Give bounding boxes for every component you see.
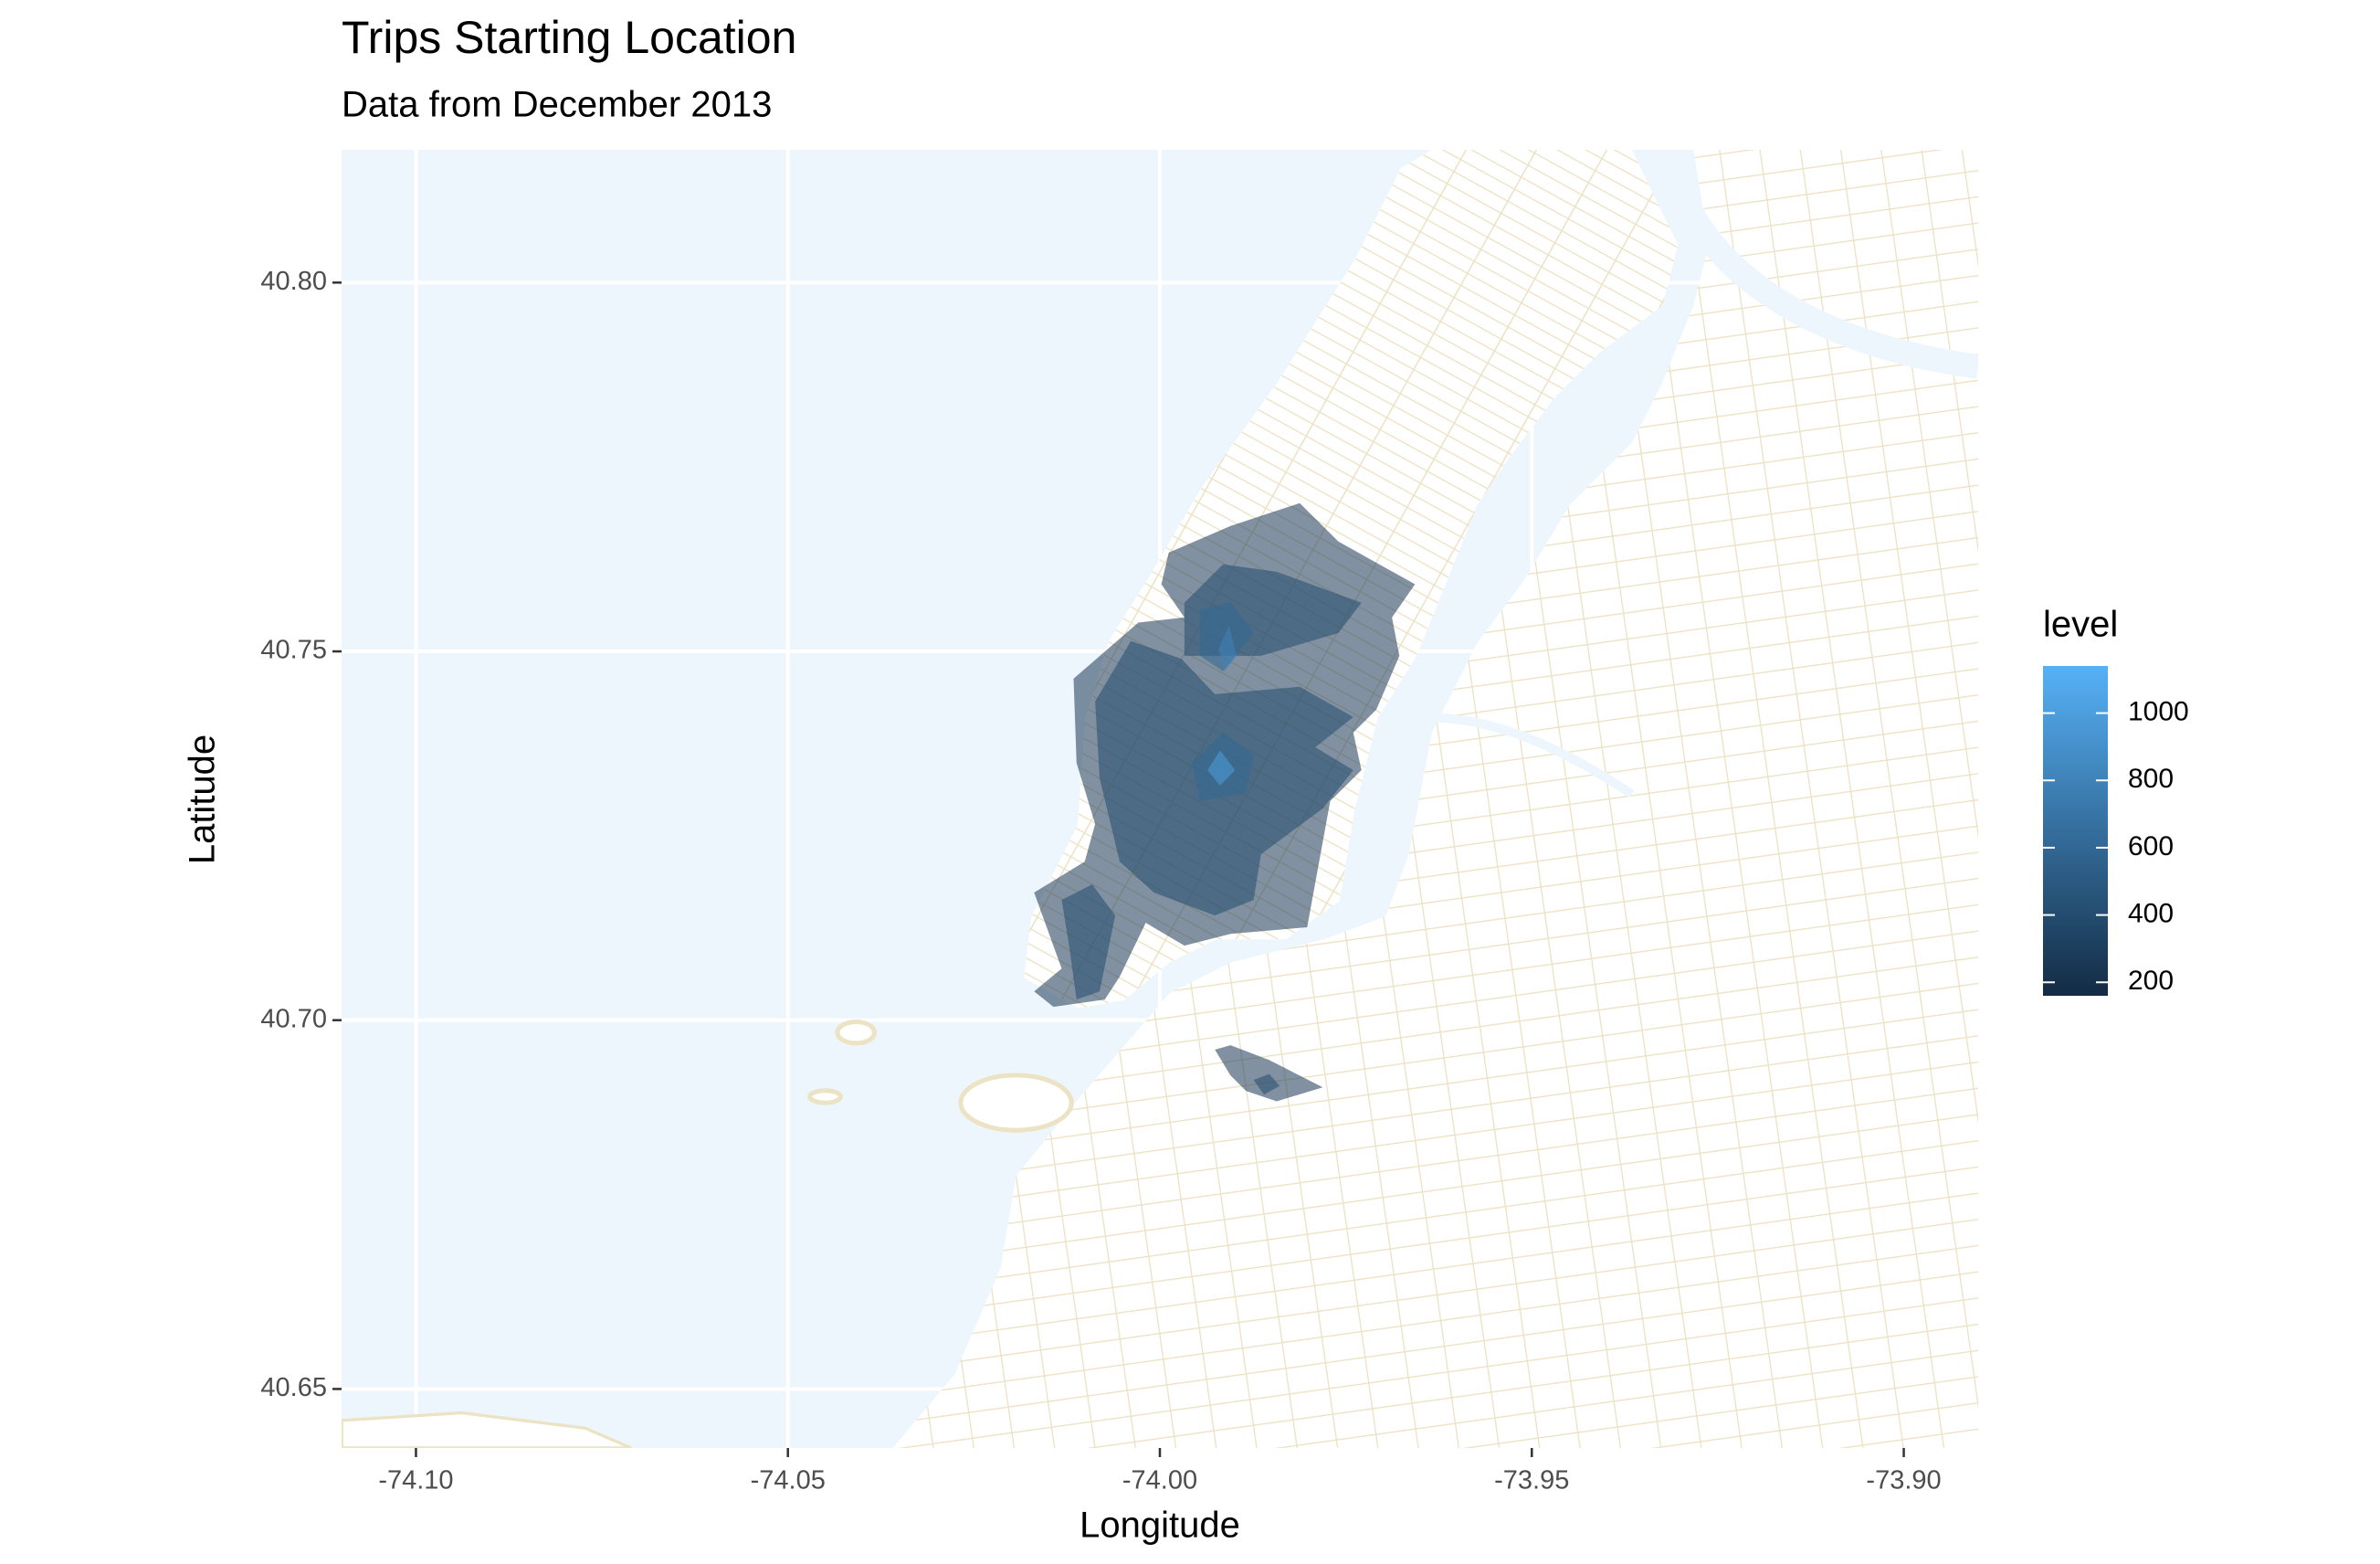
island: [807, 1088, 843, 1105]
river: [1658, 150, 1978, 379]
chart-title: Trips Starting Location: [342, 12, 796, 63]
island: [835, 1019, 878, 1046]
legend-title: level: [2043, 605, 2118, 645]
y-tick-label: 40.70: [260, 1004, 327, 1033]
island: [958, 1073, 1074, 1133]
axes: -74.10 -74.05 -74.00 -73.95 -73.90 40.65 40.70…: [260, 267, 1941, 1495]
x-tick-label: -73.90: [1866, 1466, 1941, 1495]
y-tick-label: 40.65: [260, 1373, 327, 1402]
streets: [892, 150, 1978, 1448]
y-tick-label: 40.80: [260, 267, 327, 296]
density-contour: [1207, 750, 1236, 786]
x-tick-label: -73.95: [1494, 1466, 1569, 1495]
legend-label: 200: [2128, 966, 2174, 996]
density-contour: [1253, 1073, 1280, 1095]
land: [342, 1411, 632, 1448]
x-tick-label: -74.00: [1122, 1466, 1197, 1495]
y-tick-label: 40.75: [260, 636, 327, 665]
legend-label: 400: [2128, 899, 2174, 929]
legend-label: 800: [2128, 764, 2174, 794]
legend-label: 1000: [2128, 696, 2189, 726]
legend: 200 400 600 800 1000: [2043, 666, 2189, 996]
x-tick-label: -74.05: [751, 1466, 826, 1495]
x-axis-title: Longitude: [1079, 1506, 1240, 1546]
legend-label: 600: [2128, 831, 2174, 861]
colorbar: [2043, 666, 2108, 996]
map-clip: [342, 150, 1978, 1448]
creek: [1431, 713, 1635, 798]
x-tick-label: -74.10: [378, 1466, 453, 1495]
chart-subtitle: Data from December 2013: [342, 85, 772, 125]
density-contour: [1061, 884, 1116, 1000]
y-axis-title: Latitude: [183, 734, 223, 864]
density-contour: [1215, 1045, 1323, 1102]
density-contour: [1218, 625, 1237, 671]
contours: [1034, 502, 1416, 1102]
